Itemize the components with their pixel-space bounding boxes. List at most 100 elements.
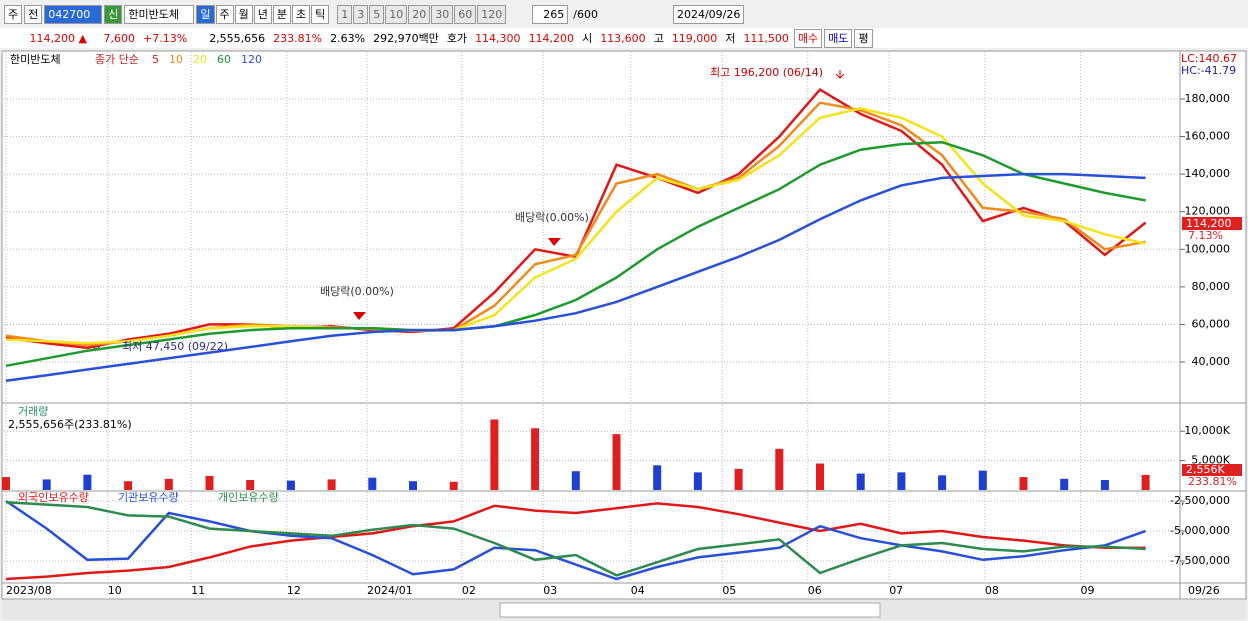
right-label: HC:-41.79 — [1181, 64, 1236, 77]
arrow — [548, 238, 561, 246]
interval-button[interactable]: 20 — [408, 4, 431, 24]
sell-button[interactable]: 매도 — [824, 28, 853, 48]
scroll-thumb[interactable] — [499, 602, 881, 618]
interval-button[interactable]: 10 — [385, 4, 408, 24]
legend-entry: 기관보유수량 — [118, 491, 179, 504]
avg-button[interactable]: 평 — [854, 28, 873, 48]
x-end-label: 09/26 — [1188, 584, 1220, 597]
x-tick-label: 05 — [722, 584, 736, 597]
ask-label: 호가 — [446, 32, 468, 45]
high-label: 고 — [653, 32, 664, 45]
panel-title: 거래량 — [18, 405, 48, 418]
code-input[interactable]: 042700 — [44, 4, 103, 24]
buy-button[interactable]: 매수 — [793, 28, 823, 48]
y-tick-label: 120,000 — [1185, 205, 1231, 218]
volume-bar — [83, 474, 92, 490]
volume-bar — [734, 468, 743, 490]
stock-name[interactable]: 한미반도체 — [124, 4, 195, 24]
market[interactable]: 주 — [4, 4, 23, 24]
x-tick-label: 02 — [462, 584, 476, 597]
volume-bar — [978, 470, 987, 490]
volume-bar — [368, 477, 377, 490]
period-button[interactable]: 월 — [234, 4, 253, 24]
y-tick-label: 140,000 — [1185, 167, 1231, 180]
interval-button[interactable]: 120 — [477, 4, 507, 24]
volume-bar — [1141, 474, 1150, 490]
date[interactable]: 2024/09/26 — [672, 4, 745, 24]
y-tick-label: 160,000 — [1185, 130, 1231, 143]
volume-bar — [409, 481, 417, 490]
series-line — [5, 500, 1146, 577]
x-tick-label: 2023/08 — [6, 584, 52, 597]
y-tick-label: 40,000 — [1192, 355, 1231, 368]
interval-button[interactable]: 30 — [431, 4, 454, 24]
interval-button[interactable]: 60 — [454, 4, 477, 24]
low: 111,500 — [743, 31, 789, 45]
x-tick-label: 11 — [191, 584, 205, 597]
interval-button[interactable]: 3 — [353, 4, 369, 24]
low-label: 저 — [725, 32, 736, 45]
ask: 114,300 — [475, 31, 521, 45]
count[interactable]: 265 — [532, 4, 569, 24]
series-line — [5, 107, 1146, 345]
volume-bar — [164, 478, 173, 490]
annotation: 최저 47,450 (09/22) — [122, 340, 228, 353]
volume-bar — [1100, 480, 1109, 490]
legend-entry: 60 — [217, 53, 231, 66]
period-button[interactable]: 분 — [272, 4, 291, 24]
volume-bar — [246, 480, 255, 490]
arrow — [353, 312, 366, 320]
x-tick-label: 12 — [287, 584, 301, 597]
period-button[interactable]: 일 — [196, 4, 215, 24]
period-button[interactable]: 년 — [253, 4, 272, 24]
y-tick-label: 80,000 — [1192, 280, 1231, 293]
legend-entry: 120 — [241, 53, 262, 66]
x-tick-label: 07 — [889, 584, 903, 597]
series-line — [5, 140, 1146, 368]
y-tick-label: 180,000 — [1185, 92, 1231, 105]
right-label: LC:140.67 — [1181, 52, 1237, 65]
volume: 2,555,656 — [209, 31, 266, 45]
legend-entry: 개인보유수량 — [218, 491, 279, 504]
x-tick-label: 09 — [1080, 584, 1094, 597]
interval-button[interactable]: 5 — [369, 4, 385, 24]
period-button[interactable]: 틱 — [311, 4, 330, 24]
volume-rate: 233.81% — [273, 31, 323, 45]
series-line — [5, 172, 1146, 383]
interval-button[interactable]: 1 — [337, 4, 353, 24]
volume-bar — [124, 481, 133, 490]
bid: 114,200 — [528, 31, 575, 45]
volume-bar — [449, 481, 458, 490]
volume-rate-tag: 233.81% — [1188, 475, 1237, 488]
annotation: 배당락(0.00%) — [515, 211, 589, 224]
x-tick-label: 06 — [808, 584, 822, 597]
x-tick-label: 04 — [631, 584, 645, 597]
open-label: 시 — [582, 32, 593, 45]
chart-title: 한미반도체 — [10, 53, 61, 66]
period-button[interactable]: 초 — [292, 4, 311, 24]
rate-tag: 7.13% — [1188, 229, 1223, 242]
prev[interactable]: 전 — [24, 4, 43, 24]
x-tick-label: 08 — [985, 584, 999, 597]
volume-bar — [653, 465, 662, 490]
volume-bar — [286, 480, 295, 490]
max: /600 — [573, 7, 598, 21]
volume-bar — [531, 428, 540, 490]
annotation: 배당락(0.00%) — [320, 285, 394, 298]
open: 113,600 — [600, 31, 646, 45]
legend-title: 종가 단순 — [95, 53, 139, 66]
y-tick-label: -5,000,000 — [1170, 524, 1230, 537]
volume-bar — [571, 471, 580, 490]
x-tick-label: 10 — [108, 584, 122, 597]
intervals: 1 3 5 10 20 30 60 120 — [337, 4, 507, 24]
x-tick-label: 2024/01 — [367, 584, 413, 597]
legend-entry: 10 — [169, 53, 183, 66]
amount: 292,970백만 — [373, 32, 439, 45]
series-line — [5, 502, 1146, 581]
period-button[interactable]: 주 — [215, 4, 234, 24]
volume-bar — [1019, 477, 1028, 490]
volume-bar — [42, 479, 51, 490]
